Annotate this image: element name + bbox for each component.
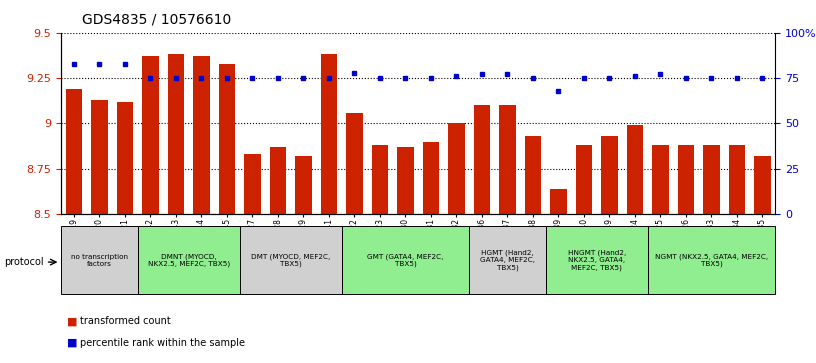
Bar	[193, 56, 210, 214]
Bar	[627, 125, 643, 214]
Text: NGMT (NKX2.5, GATA4, MEF2C,
TBX5): NGMT (NKX2.5, GATA4, MEF2C, TBX5)	[655, 253, 768, 268]
FancyBboxPatch shape	[469, 227, 546, 294]
FancyBboxPatch shape	[240, 227, 342, 294]
Bar	[269, 147, 286, 214]
Bar	[448, 123, 465, 214]
Bar	[371, 145, 388, 214]
Bar	[295, 156, 312, 214]
Bar	[652, 145, 669, 214]
Bar	[473, 105, 490, 214]
Text: ■: ■	[67, 316, 78, 326]
Text: GDS4835 / 10576610: GDS4835 / 10576610	[82, 13, 231, 27]
Bar	[575, 145, 592, 214]
Text: ■: ■	[67, 338, 78, 348]
Bar	[499, 105, 516, 214]
Bar	[525, 136, 541, 214]
FancyBboxPatch shape	[61, 227, 138, 294]
Text: DMT (MYOCD, MEF2C,
TBX5): DMT (MYOCD, MEF2C, TBX5)	[251, 253, 330, 268]
Bar	[117, 102, 133, 214]
Text: protocol: protocol	[4, 257, 44, 267]
Text: transformed count: transformed count	[80, 316, 171, 326]
Bar	[219, 64, 235, 214]
Bar	[754, 156, 771, 214]
Bar	[703, 145, 720, 214]
Bar	[601, 136, 618, 214]
Text: HNGMT (Hand2,
NKX2.5, GATA4,
MEF2C, TBX5): HNGMT (Hand2, NKX2.5, GATA4, MEF2C, TBX5…	[568, 250, 626, 271]
Bar	[397, 147, 414, 214]
FancyBboxPatch shape	[342, 227, 469, 294]
Text: GMT (GATA4, MEF2C,
TBX5): GMT (GATA4, MEF2C, TBX5)	[367, 253, 444, 268]
Bar	[91, 100, 108, 214]
Bar	[142, 56, 159, 214]
FancyBboxPatch shape	[546, 227, 648, 294]
Bar	[65, 89, 82, 214]
Bar	[550, 189, 567, 214]
Text: percentile rank within the sample: percentile rank within the sample	[80, 338, 245, 348]
Bar	[167, 54, 184, 214]
Text: no transcription
factors: no transcription factors	[71, 254, 128, 267]
FancyBboxPatch shape	[648, 227, 775, 294]
Bar	[346, 113, 363, 214]
FancyBboxPatch shape	[138, 227, 240, 294]
Text: DMNT (MYOCD,
NKX2.5, MEF2C, TBX5): DMNT (MYOCD, NKX2.5, MEF2C, TBX5)	[148, 253, 230, 268]
Text: HGMT (Hand2,
GATA4, MEF2C,
TBX5): HGMT (Hand2, GATA4, MEF2C, TBX5)	[480, 250, 535, 271]
Bar	[244, 154, 261, 214]
Bar	[677, 145, 694, 214]
Bar	[423, 142, 439, 214]
Bar	[321, 54, 337, 214]
Bar	[729, 145, 745, 214]
